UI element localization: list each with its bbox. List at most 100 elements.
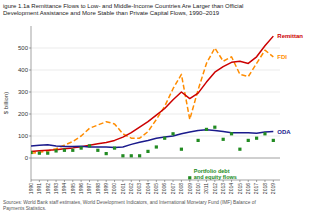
x-tick	[189, 180, 190, 182]
x-tick	[273, 180, 274, 182]
x-tick	[214, 180, 215, 182]
point	[230, 132, 233, 135]
y-axis-label: $ billion)	[3, 92, 9, 114]
x-tick-label: 2016	[245, 183, 251, 194]
x-tick	[156, 180, 157, 182]
y-tick-label: 200	[18, 111, 29, 117]
x-tick	[256, 180, 257, 182]
x-tick-label: 2000	[111, 183, 117, 194]
x-tick-label: 2015	[237, 183, 243, 194]
series-line	[31, 36, 273, 151]
point	[96, 149, 99, 152]
point	[197, 139, 200, 142]
x-tick	[64, 180, 65, 182]
x-tick	[239, 180, 240, 182]
point	[163, 137, 166, 140]
x-tick-label: 1998	[95, 183, 101, 194]
x-tick	[248, 180, 249, 182]
series-line	[31, 130, 273, 148]
x-tick-label: 2014	[228, 183, 234, 194]
chart: igure 1.1a Remittance Flows to Low- and …	[0, 0, 320, 214]
text-line: and equity flows	[194, 174, 237, 180]
x-tick	[31, 180, 32, 182]
point	[238, 148, 241, 151]
point	[155, 145, 158, 148]
text-line: ODA	[277, 128, 291, 134]
grid-line	[31, 136, 280, 137]
x-tick-label: 2003	[136, 183, 142, 194]
x-tick	[56, 180, 57, 182]
y-tick-label: 0	[25, 155, 29, 161]
x-tick-label: 1991	[36, 183, 42, 194]
x-tick-label: 2017	[253, 183, 259, 194]
point	[263, 132, 266, 135]
x-tick	[147, 180, 148, 182]
x-tick	[198, 180, 199, 182]
x-tick-label: 2005	[153, 183, 159, 194]
point	[46, 152, 49, 155]
point	[54, 149, 57, 152]
x-tick-label: 2018	[262, 183, 268, 194]
x-tick-label: 2008	[178, 183, 184, 194]
point	[138, 154, 141, 157]
y-tick-label: 300	[18, 89, 29, 95]
x-tick-label: 1997	[86, 183, 92, 194]
grid-line	[31, 92, 280, 93]
y-tick-label: 500	[18, 45, 29, 51]
series-line	[31, 48, 273, 153]
x-tick	[106, 180, 107, 182]
point	[38, 152, 41, 155]
point	[171, 132, 174, 135]
x-tick	[131, 180, 132, 182]
x-tick-label: 1999	[103, 183, 109, 194]
x-tick	[139, 180, 140, 182]
x-tick	[173, 180, 174, 182]
plot-area	[31, 36, 275, 179]
x-tick-label: 1994	[61, 183, 67, 194]
x-tick	[223, 180, 224, 182]
point	[222, 138, 225, 141]
x-tick	[72, 180, 73, 182]
grid-line	[31, 48, 280, 49]
point	[88, 144, 91, 147]
x-tick-label: 2002	[128, 183, 134, 194]
text-line: Sources: World Bank staff estimates, Wor…	[3, 200, 256, 205]
x-tick-label: 2013	[220, 183, 226, 194]
text-line: Remittan	[277, 33, 303, 39]
x-tick-label: 2001	[120, 183, 126, 194]
x-axis-line	[31, 180, 280, 181]
point	[205, 128, 208, 131]
text-line: Payments Statistics.	[3, 206, 46, 211]
point	[247, 139, 250, 142]
x-tick	[89, 180, 90, 182]
point	[31, 151, 33, 154]
point	[255, 137, 258, 140]
x-tick-label: 2011	[203, 183, 209, 194]
x-tick	[122, 180, 123, 182]
x-tick-label: 1990	[28, 183, 34, 194]
point	[130, 154, 133, 157]
point	[63, 149, 66, 152]
title: igure 1.1a Remittance Flows to Low- and …	[3, 3, 243, 16]
x-tick-label: 2006	[161, 183, 167, 194]
point	[180, 148, 183, 151]
x-tick-label: 2019	[270, 183, 276, 194]
grid-line	[31, 70, 280, 71]
x-tick-label: 1995	[70, 183, 76, 194]
x-tick	[39, 180, 40, 182]
point	[213, 126, 216, 129]
text-line: FDI	[277, 53, 287, 59]
series-label: Remittan	[277, 33, 303, 39]
x-tick	[181, 180, 182, 182]
x-tick-label: 1996	[78, 183, 84, 194]
x-tick	[164, 180, 165, 182]
x-tick-label: 2010	[195, 183, 201, 194]
point	[146, 150, 149, 153]
source: Sources: World Bank staff estimates, Wor…	[3, 200, 256, 211]
y-tick-label: 100	[18, 133, 29, 139]
x-tick	[231, 180, 232, 182]
point	[121, 154, 124, 157]
point	[188, 176, 191, 179]
y-axis-line	[31, 26, 32, 180]
x-tick-label: 2009	[187, 183, 193, 194]
